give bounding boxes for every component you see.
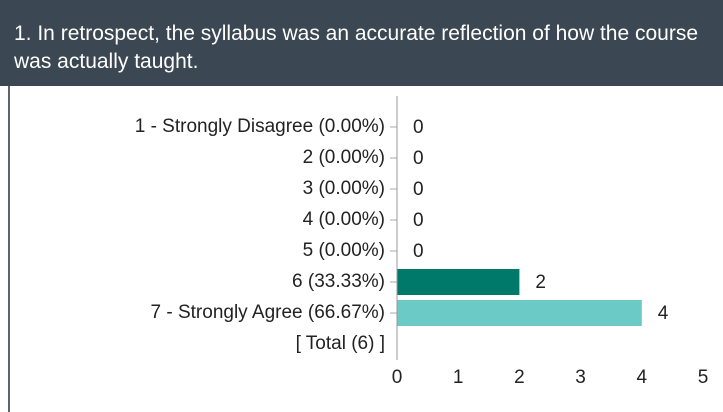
value-label: 0 — [413, 210, 424, 231]
x-tick-label: 4 — [637, 367, 648, 388]
question-header: 1. In retrospect, the syllabus was an ac… — [0, 0, 723, 86]
x-tick-label: 0 — [392, 367, 403, 388]
value-label: 0 — [413, 117, 424, 138]
category-label: 7 - Strongly Agree (66.67%) — [151, 302, 385, 323]
category-label: 1 - Strongly Disagree (0.00%) — [135, 116, 385, 137]
bar — [397, 269, 520, 295]
x-tick-label: 1 — [453, 367, 464, 388]
value-label: 0 — [413, 148, 424, 169]
category-label: 2 (0.00%) — [303, 147, 385, 168]
x-tick-label: 3 — [575, 367, 586, 388]
category-label: 6 (33.33%) — [292, 271, 385, 292]
x-tick-label: 5 — [698, 367, 709, 388]
value-label: 2 — [535, 272, 546, 293]
value-label: 4 — [658, 303, 669, 324]
category-label: 3 (0.00%) — [303, 178, 385, 199]
category-label: 4 (0.00%) — [303, 209, 385, 230]
value-label: 0 — [413, 179, 424, 200]
total-label: [ Total (6) ] — [296, 333, 385, 354]
value-label: 0 — [413, 241, 424, 262]
category-label: 5 (0.00%) — [303, 240, 385, 261]
x-tick-label: 2 — [514, 367, 525, 388]
bar — [397, 300, 642, 326]
panel-border — [8, 86, 10, 412]
